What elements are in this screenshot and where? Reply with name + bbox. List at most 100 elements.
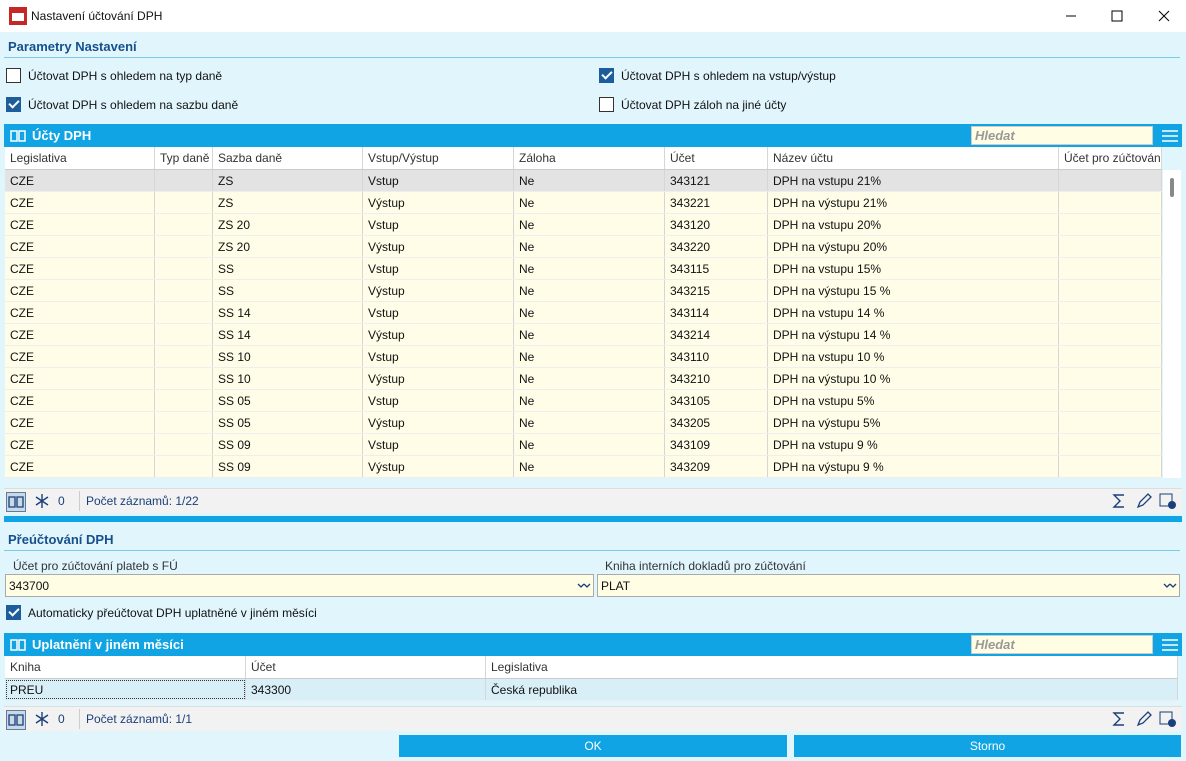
grid-cell: SS <box>213 258 363 279</box>
grid-cell: CZE <box>5 192 155 213</box>
dropdown-icon[interactable] <box>575 577 593 595</box>
grid-cell: DPH na výstupu 10 % <box>768 368 1059 389</box>
scrollbar-thumb[interactable] <box>1170 178 1174 197</box>
grid-cell: SS 09 <box>213 456 363 477</box>
grid-cell <box>155 302 213 323</box>
checkbox[interactable] <box>6 605 21 620</box>
grid-cell <box>155 192 213 213</box>
grid-row[interactable]: CZE SS 09 Vstup Ne 343109 DPH na vstupu 9 % <box>5 434 1162 456</box>
add-icon[interactable] <box>1159 710 1177 728</box>
grid-row[interactable]: CZE SS 09 Výstup Ne 343209 DPH na výstupu 9 % <box>5 456 1162 478</box>
grid-cell <box>1059 258 1162 279</box>
grid-icon[interactable] <box>9 127 27 145</box>
grid-row[interactable]: CZE ZS 20 Výstup Ne 343220 DPH na výstupu 20% <box>5 236 1162 258</box>
field-label: Kniha interních dokladů pro zúčtování <box>605 559 806 573</box>
grid-cell: Ne <box>514 368 665 389</box>
grid-cell: 343221 <box>665 192 768 213</box>
column-header[interactable]: Účet <box>665 147 768 169</box>
grid-cell: DPH na vstupu 15% <box>768 258 1059 279</box>
edit-icon[interactable] <box>1135 710 1153 728</box>
app-icon <box>9 7 27 25</box>
column-header[interactable]: Typ daně <box>155 147 213 169</box>
grid-footer: 0 Počet záznamů: 1/1 <box>4 706 1182 731</box>
column-header[interactable]: Záloha <box>514 147 665 169</box>
column-header[interactable]: Vstup/Výstup <box>363 147 514 169</box>
grid-cell: 343209 <box>665 456 768 477</box>
grid-cell: DPH na vstupu 21% <box>768 170 1059 191</box>
frozen-count: 0 <box>58 712 65 726</box>
grid: Legislativa Typ daně Sazba daně Vstup/Výstu… <box>5 147 1162 478</box>
grid-cell <box>1059 170 1162 191</box>
grid-icon[interactable] <box>9 636 27 654</box>
input[interactable]: 343700 <box>5 574 594 597</box>
grid-cell: DPH na vstupu 14 % <box>768 302 1059 323</box>
view-toggle[interactable] <box>6 492 26 512</box>
sum-icon[interactable] <box>1110 492 1128 510</box>
grid-row[interactable]: CZE SS 05 Výstup Ne 343205 DPH na výstupu 5% <box>5 412 1162 434</box>
grid-cell: 343215 <box>665 280 768 301</box>
grid-cell <box>155 214 213 235</box>
grid-row[interactable]: CZE SS Vstup Ne 343115 DPH na vstupu 15% <box>5 258 1162 280</box>
window-controls[interactable] <box>1050 0 1186 32</box>
section-title: Přeúčtování DPH <box>4 529 1180 551</box>
checkbox-label: Účtovat DPH s ohledem na typ daně <box>28 69 223 83</box>
title-bar: Nastavení účtování DPH <box>0 0 1186 32</box>
freeze-icon[interactable] <box>33 492 51 510</box>
checkbox[interactable] <box>6 68 21 83</box>
grid-row[interactable]: CZE SS 14 Vstup Ne 343114 DPH na vstupu 14 % <box>5 302 1162 324</box>
column-header[interactable]: Sazba daně <box>213 147 363 169</box>
grid-cell <box>1059 280 1162 301</box>
grid-cell: 343300 <box>246 679 486 700</box>
column-header[interactable]: Kniha <box>5 656 246 678</box>
grid-cell: Výstup <box>363 324 514 345</box>
freeze-icon[interactable] <box>33 710 51 728</box>
grid-row[interactable]: CZE ZS Vstup Ne 343121 DPH na vstupu 21% <box>5 170 1162 192</box>
column-header[interactable]: Účet <box>246 656 486 678</box>
column-header[interactable]: Legislativa <box>5 147 155 169</box>
grid-cell: DPH na vstupu 10 % <box>768 346 1059 367</box>
grid-cell: DPH na výstupu 21% <box>768 192 1059 213</box>
grid-row[interactable]: PREU 343300 Česká republika <box>5 679 1178 701</box>
grid-cell: Výstup <box>363 412 514 433</box>
column-header[interactable]: Název účtu <box>768 147 1059 169</box>
grid-row[interactable]: CZE SS 05 Vstup Ne 343105 DPH na vstupu 5% <box>5 390 1162 412</box>
grid-row[interactable]: CZE SS Výstup Ne 343215 DPH na výstupu 15 % <box>5 280 1162 302</box>
grid-row[interactable]: CZE SS 10 Výstup Ne 343210 DPH na výstupu 10 … <box>5 368 1162 390</box>
checkbox[interactable] <box>6 97 21 112</box>
column-header[interactable]: Legislativa <box>486 656 1178 678</box>
edit-icon[interactable] <box>1135 492 1153 510</box>
column-header[interactable]: Účet pro zúčtování <box>1059 147 1162 169</box>
section-title: Parametry Nastavení <box>4 36 1180 58</box>
grid-cell: Výstup <box>363 280 514 301</box>
checkbox[interactable] <box>599 68 614 83</box>
grid-cell <box>1059 324 1162 345</box>
dropdown-icon[interactable] <box>1161 577 1179 595</box>
grid-cell: ZS 20 <box>213 214 363 235</box>
grid-cell <box>1059 434 1162 455</box>
record-count: Počet záznamů: 1/1 <box>79 709 192 729</box>
sum-icon[interactable] <box>1110 710 1128 728</box>
checkbox[interactable] <box>599 97 614 112</box>
grid: Kniha Účet Legislativa PREU 343300 Česká repu… <box>5 656 1178 701</box>
grid-row[interactable]: CZE SS 10 Vstup Ne 343110 DPH na vstupu 10 % <box>5 346 1162 368</box>
search-box[interactable]: Hledat <box>971 126 1153 145</box>
button[interactable]: OK <box>399 735 787 757</box>
grid-header: Účty DPH Hledat <box>4 124 1182 147</box>
grid-row[interactable]: CZE SS 14 Výstup Ne 343214 DPH na výstupu 14 … <box>5 324 1162 346</box>
splitter[interactable] <box>4 516 1182 522</box>
grid-cell: Ne <box>514 280 665 301</box>
menu-icon[interactable] <box>1160 636 1178 654</box>
grid-cell: DPH na výstupu 20% <box>768 236 1059 257</box>
grid-cell: Ne <box>514 324 665 345</box>
grid-cell: SS 05 <box>213 412 363 433</box>
grid-row[interactable]: CZE ZS 20 Vstup Ne 343120 DPH na vstupu 20% <box>5 214 1162 236</box>
grid-title: Účty DPH <box>32 128 92 143</box>
button[interactable]: Storno <box>794 735 1181 757</box>
search-box[interactable]: Hledat <box>971 635 1153 654</box>
input[interactable]: PLAT <box>597 574 1180 597</box>
menu-icon[interactable] <box>1160 127 1178 145</box>
view-toggle[interactable] <box>6 710 26 730</box>
add-icon[interactable] <box>1159 492 1177 510</box>
grid-row[interactable]: CZE ZS Výstup Ne 343221 DPH na výstupu 21% <box>5 192 1162 214</box>
grid-cell: CZE <box>5 390 155 411</box>
